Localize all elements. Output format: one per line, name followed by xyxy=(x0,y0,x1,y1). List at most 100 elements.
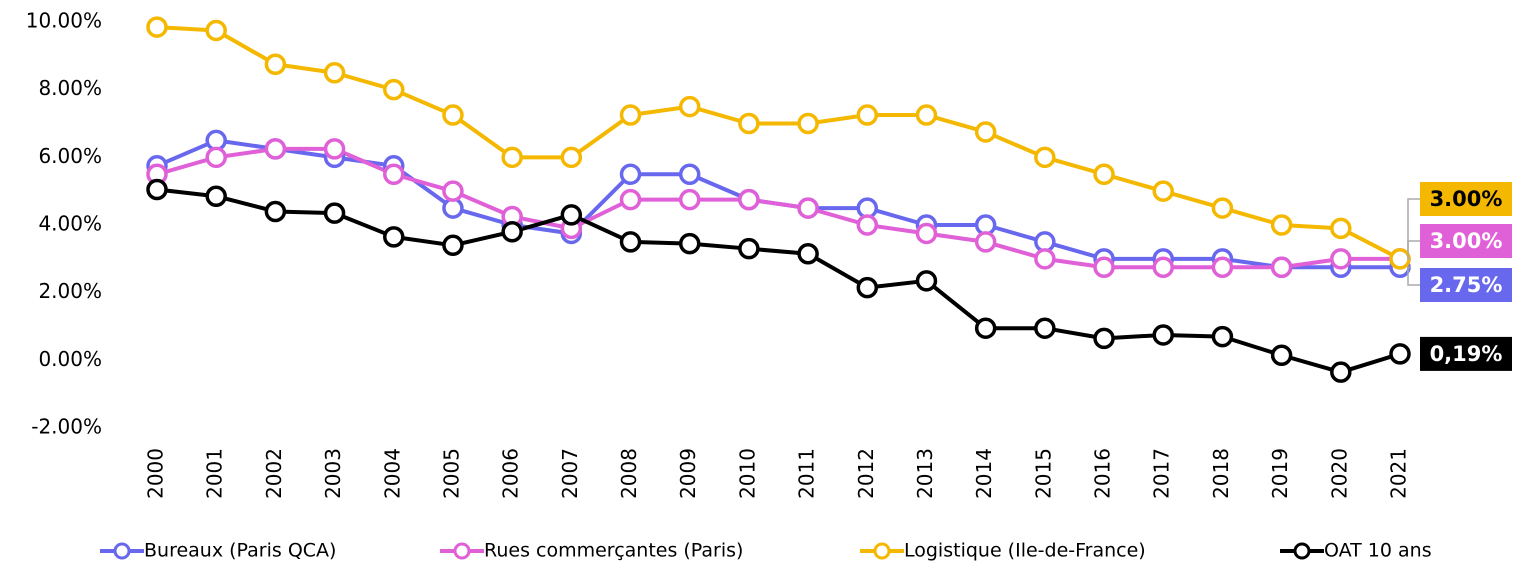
x-tick-label: 2006 xyxy=(499,448,523,499)
point xyxy=(442,104,464,126)
legend-label: OAT 10 ans xyxy=(1324,540,1432,562)
point xyxy=(1152,180,1174,202)
point xyxy=(442,180,464,202)
point xyxy=(797,112,819,135)
point xyxy=(1330,248,1352,270)
legend-marker xyxy=(453,542,471,560)
point xyxy=(323,202,346,224)
point xyxy=(205,19,227,42)
point xyxy=(738,237,760,260)
point xyxy=(1093,327,1115,350)
point xyxy=(442,234,464,257)
point xyxy=(678,188,701,211)
leader-line xyxy=(1407,266,1420,286)
point xyxy=(1389,248,1411,270)
x-tick-label: 2014 xyxy=(972,448,996,499)
point xyxy=(797,243,819,265)
x-tick-label: 2009 xyxy=(676,448,700,499)
legend-label: Rues commerçantes (Paris) xyxy=(484,540,743,562)
point xyxy=(974,317,997,339)
point xyxy=(1270,256,1293,279)
x-tick-label: 2015 xyxy=(1031,448,1055,499)
legend-marker xyxy=(113,542,131,560)
x-tick-label: 2017 xyxy=(1150,448,1174,499)
x-tick-label: 2016 xyxy=(1091,448,1115,499)
y-tick-label: 4.00% xyxy=(38,212,102,236)
point xyxy=(856,276,879,299)
point xyxy=(205,185,227,207)
x-tick-label: 2021 xyxy=(1387,448,1411,499)
legend-label: Bureaux (Paris QCA) xyxy=(144,540,336,562)
point xyxy=(1330,217,1352,240)
legend-label: Logistique (Ile-de-France) xyxy=(904,540,1146,562)
x-tick-label: 2018 xyxy=(1209,448,1233,499)
point xyxy=(323,138,346,160)
point xyxy=(1389,343,1411,365)
point xyxy=(205,146,227,169)
point xyxy=(1034,317,1056,339)
point xyxy=(1211,197,1234,219)
data-label: 3.00% xyxy=(1430,229,1503,253)
point xyxy=(1034,146,1056,169)
point xyxy=(619,104,642,126)
point xyxy=(1034,248,1056,270)
point xyxy=(383,78,405,101)
point xyxy=(619,231,642,253)
y-tick-label: 8.00% xyxy=(38,76,102,100)
label-box xyxy=(1420,268,1512,302)
point xyxy=(678,95,701,118)
x-tick-label: 2000 xyxy=(144,448,168,499)
point xyxy=(619,188,642,211)
x-tick-label: 2013 xyxy=(913,448,937,499)
point xyxy=(560,204,583,226)
x-tick-label: 2003 xyxy=(321,448,345,499)
x-tick-label: 2019 xyxy=(1268,448,1292,499)
point xyxy=(560,146,583,169)
point xyxy=(974,231,997,253)
x-tick-label: 2020 xyxy=(1327,448,1351,499)
x-tick-label: 2002 xyxy=(262,448,286,499)
series-line xyxy=(156,146,1400,270)
point xyxy=(678,232,701,255)
point xyxy=(501,221,523,243)
point xyxy=(264,200,287,223)
point xyxy=(738,188,760,211)
y-tick-label: 2.00% xyxy=(38,279,102,303)
x-tick-label: 2004 xyxy=(380,448,404,499)
data-label: 2.75% xyxy=(1430,273,1503,297)
y-tick-label: 10.00% xyxy=(26,9,102,33)
point xyxy=(1093,256,1115,279)
leader-line xyxy=(1407,198,1420,260)
point xyxy=(146,16,168,38)
series-line xyxy=(156,25,1401,261)
point xyxy=(383,226,405,248)
x-tick-label: 2011 xyxy=(795,448,819,499)
legend-marker xyxy=(1293,542,1311,560)
point xyxy=(678,163,701,185)
y-tick-label: 6.00% xyxy=(38,144,102,168)
x-tick-label: 2005 xyxy=(439,448,463,499)
y-tick-label: -2.00% xyxy=(31,415,102,439)
x-tick-label: 2007 xyxy=(558,448,582,499)
point xyxy=(264,53,287,76)
label-box xyxy=(1420,182,1512,216)
point xyxy=(738,112,760,135)
point xyxy=(1330,361,1352,383)
point xyxy=(1270,214,1293,236)
point xyxy=(383,163,405,185)
label-box xyxy=(1420,336,1512,371)
series-line xyxy=(156,187,1401,375)
legend-marker xyxy=(873,542,891,560)
point xyxy=(915,270,938,292)
point xyxy=(974,121,997,143)
point xyxy=(1211,325,1234,348)
point xyxy=(915,222,938,245)
point xyxy=(1211,256,1234,279)
x-tick-label: 2008 xyxy=(617,448,641,499)
point xyxy=(501,146,523,169)
x-tick-label: 2012 xyxy=(854,448,878,499)
point xyxy=(915,104,938,126)
point xyxy=(856,214,879,236)
point xyxy=(323,62,346,84)
x-tick-label: 2010 xyxy=(735,448,759,499)
